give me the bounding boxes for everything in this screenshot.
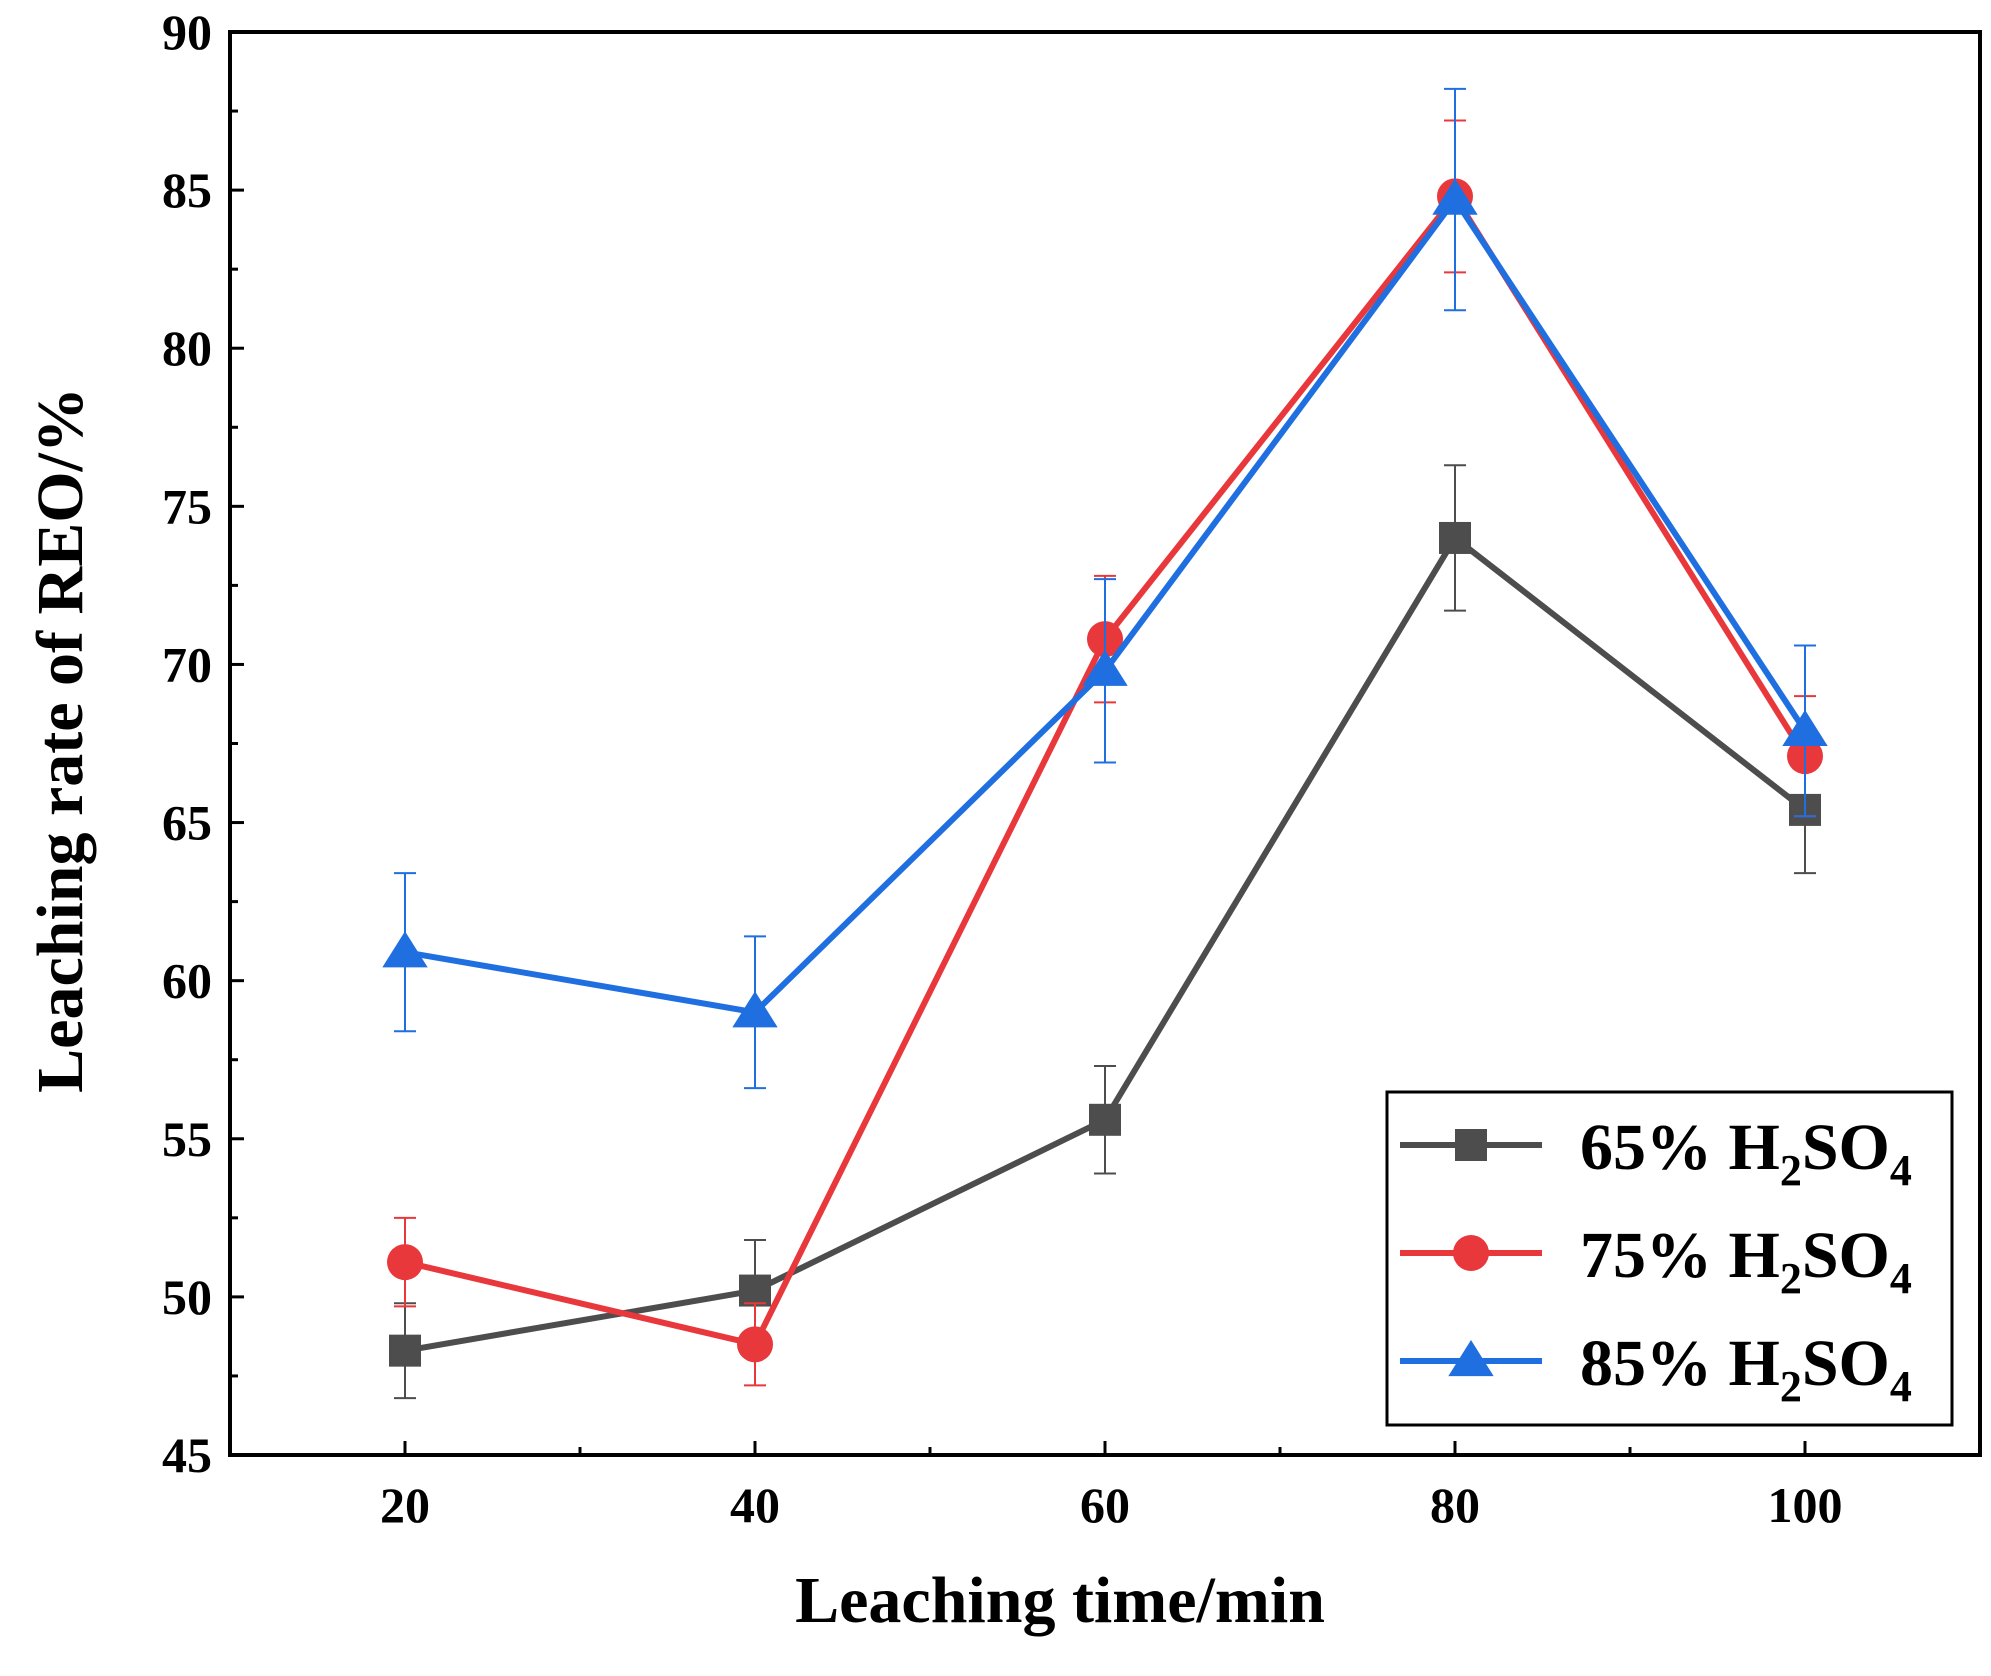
data-point <box>389 1334 421 1367</box>
data-point <box>1432 178 1478 215</box>
legend-marker <box>1448 1340 1494 1377</box>
data-point <box>732 991 778 1028</box>
legend: 65% H2SO4 75% H2SO4 85% H2SO4 <box>1385 1090 1954 1427</box>
x-tick-label: 20 <box>380 1477 430 1533</box>
y-tick-label: 45 <box>162 1427 212 1483</box>
series-3 <box>382 87 1828 1090</box>
y-tick-label: 65 <box>162 795 212 851</box>
legend-item-1: 65% H2SO4 <box>1400 1111 1912 1195</box>
x-tick-label: 60 <box>1080 1477 1130 1533</box>
data-point <box>739 1274 771 1307</box>
axis-ticks: 45 50 55 60 65 70 75 80 85 90 20 40 60 80 100 <box>162 4 1843 1533</box>
data-point <box>1439 521 1471 554</box>
y-tick-label: 60 <box>162 953 212 1009</box>
data-point <box>387 1244 423 1281</box>
legend-label: 65% H2SO4 <box>1580 1111 1912 1195</box>
y-tick-label: 70 <box>162 636 212 692</box>
legend-label: 75% H2SO4 <box>1580 1219 1912 1303</box>
data-point <box>1089 1103 1121 1136</box>
data-point <box>1782 709 1828 746</box>
y-tick-label: 75 <box>162 478 212 534</box>
data-point <box>737 1326 773 1363</box>
data-point <box>382 931 428 968</box>
legend-label: 85% H2SO4 <box>1580 1327 1912 1411</box>
y-tick-label: 80 <box>162 320 212 376</box>
legend-item-3: 85% H2SO4 <box>1400 1327 1912 1411</box>
x-axis-title: Leaching time/min <box>795 1564 1325 1637</box>
y-axis-title: Leaching rate of REO/% <box>24 387 97 1093</box>
y-tick-label: 90 <box>162 4 212 60</box>
legend-item-2: 75% H2SO4 <box>1400 1219 1912 1303</box>
y-tick-label: 50 <box>162 1269 212 1325</box>
data-point <box>1082 649 1128 686</box>
x-tick-label: 80 <box>1430 1477 1480 1533</box>
x-tick-label: 40 <box>730 1477 780 1533</box>
legend-marker <box>1453 1235 1489 1271</box>
legend-marker <box>1455 1129 1487 1161</box>
plot-area <box>382 87 1828 1400</box>
x-tick-label: 100 <box>1768 1477 1843 1533</box>
y-tick-label: 85 <box>162 162 212 218</box>
y-tick-label: 55 <box>162 1111 212 1167</box>
